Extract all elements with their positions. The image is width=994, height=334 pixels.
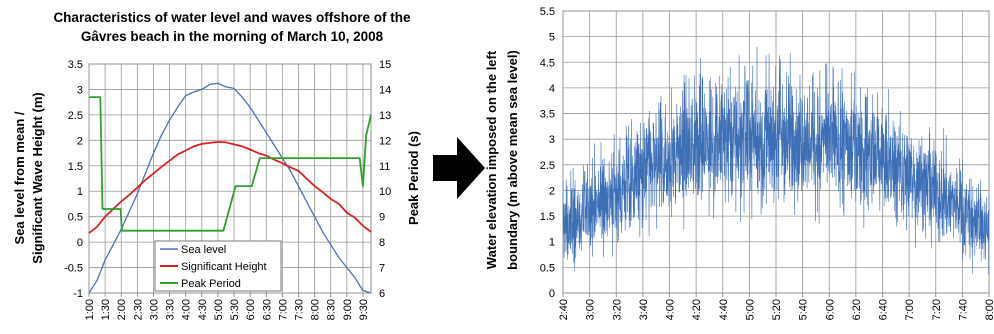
right-x-tick-label: 5:40 (798, 299, 810, 320)
left-x-tick-label: 4:30 (197, 299, 209, 320)
left-chart-title-line1: Characteristics of water level and waves… (53, 10, 411, 25)
left-y-tick-label: 3 (77, 84, 83, 96)
legend-label-peak-period: Peak Period (181, 278, 241, 290)
right-x-tick-label: 6:00 (824, 299, 836, 320)
right-chart: 0 0.5 1 1.5 2 2.5 3 3.5 4 4.5 5 5.5 2:40 3:00 3:20 3:4… (484, 6, 994, 320)
left-y-tick-label: 2 (77, 135, 83, 147)
right-x-tick-label: 5:20 (771, 299, 783, 320)
left-y2-tick-label: 11 (379, 161, 390, 173)
right-x-tick-label: 3:20 (611, 299, 623, 320)
right-series (562, 47, 990, 275)
legend-label-significant-height: Significant Height (181, 261, 267, 273)
left-x-tick-label: 1:00 (84, 299, 96, 320)
right-x-tick-label: 7:40 (957, 299, 969, 320)
series-line-peak-period (89, 96, 372, 232)
left-y-tick-label: -1 (73, 288, 83, 300)
left-x-tick-label: 6:30 (261, 299, 273, 320)
left-y-tick-label: 3.5 (68, 59, 83, 71)
left-y-axis-label-line2: Significant Wave Height (m) (30, 92, 45, 263)
left-y2-tick-label: 9 (379, 212, 385, 224)
left-y-axis-label-line1: Sea level from mean / (12, 111, 27, 244)
right-x-tick-label: 3:00 (585, 299, 597, 320)
right-y-tick-label: 3 (549, 134, 555, 146)
right-y-tick-label: 1 (549, 237, 555, 249)
right-y-tick-label: 2 (549, 185, 555, 197)
right-y-ticks: 0 0.5 1 1.5 2 2.5 3 3.5 4 4.5 5 5.5 (540, 6, 555, 300)
left-x-tick-label: 7:00 (277, 299, 289, 320)
right-arrow-icon (433, 137, 485, 199)
right-x-tick-label: 6:40 (878, 299, 890, 320)
series-line-sea-level (88, 82, 372, 294)
left-x-tick-label: 2:00 (116, 299, 128, 320)
legend-label-sea-level: Sea level (181, 244, 226, 256)
right-y-tick-label: 1.5 (540, 211, 555, 223)
right-y-tick-label: 4 (549, 83, 555, 95)
left-chart-title-line2: Gâvres beach in the morning of March 10,… (81, 29, 384, 44)
left-y-tick-label: 0.5 (68, 212, 83, 224)
right-x-tick-label: 6:20 (851, 299, 863, 320)
left-y2-tick-label: 7 (379, 263, 385, 275)
right-x-tick-label: 4:20 (691, 299, 703, 320)
left-y2-tick-label: 8 (379, 237, 385, 249)
left-chart: Characteristics of water level and waves… (12, 10, 421, 320)
left-y2-tick-label: 13 (379, 110, 391, 122)
left-x-tick-label: 8:00 (310, 299, 322, 320)
left-y-tick-label: 1 (77, 186, 83, 198)
right-x-tick-label: 7:20 (931, 299, 943, 320)
left-y2-tick-label: 14 (379, 84, 391, 96)
right-x-tick-label: 4:00 (665, 299, 677, 320)
series-water-elevation (562, 47, 990, 275)
right-y-axis-label-line1: Water elevation imposed on the left (484, 50, 499, 269)
left-y2-tick-label: 12 (379, 135, 391, 147)
right-y-tick-label: 0.5 (540, 262, 555, 274)
left-y-tick-label: -0.5 (64, 263, 83, 275)
left-y-tick-label: 0 (77, 237, 83, 249)
left-x-ticks: 1:00 1:30 2:00 2:30 3:00 3:30 4:00 4:30 5:00 5:30… (84, 299, 370, 320)
left-y2-ticks: 6 7 8 9 10 11 12 13 14 15 (379, 59, 391, 300)
left-x-tick-label: 2:30 (132, 299, 144, 320)
left-y-ticks: -1 -0.5 0 0.5 1 1.5 2 2.5 3 3.5 (64, 59, 83, 300)
right-x-tick-label: 5:00 (744, 299, 756, 320)
left-y-tick-label: 1.5 (68, 161, 83, 173)
left-legend: Sea level Significant Height Peak Period (154, 240, 282, 292)
left-y2-tick-label: 10 (379, 186, 391, 198)
right-y-tick-label: 3.5 (540, 109, 555, 121)
right-y-axis-label-line2: boundary (m above mean sea level) (505, 50, 520, 270)
left-x-tick-label: 5:30 (229, 299, 241, 320)
left-series (88, 82, 372, 294)
right-y-tick-label: 0 (549, 288, 555, 300)
left-x-tick-label: 9:00 (342, 299, 354, 320)
right-x-tick-label: 8:00 (984, 299, 994, 320)
left-x-tick-label: 5:00 (213, 299, 225, 320)
right-x-tick-label: 4:40 (718, 299, 730, 320)
right-y-tick-label: 2.5 (540, 160, 555, 172)
right-x-tick-label: 3:40 (638, 299, 650, 320)
left-y2-tick-label: 6 (379, 288, 385, 300)
right-y-tick-label: 5.5 (540, 6, 555, 18)
left-x-tick-label: 3:30 (165, 299, 177, 320)
left-x-tick-label: 1:30 (100, 299, 112, 320)
right-x-tick-label: 2:40 (558, 299, 570, 320)
left-y-tick-label: 2.5 (68, 110, 83, 122)
right-x-ticks: 2:40 3:00 3:20 3:40 4:00 4:20 4:40 5:00 5:20 5:40… (558, 299, 994, 320)
left-y2-axis-label: Peak Period (s) (406, 131, 421, 225)
left-x-tick-label: 8:30 (326, 299, 338, 320)
left-x-tick-label: 6:00 (245, 299, 257, 320)
series-line-significant-height (88, 141, 372, 234)
left-x-tick-label: 3:00 (148, 299, 160, 320)
left-x-tick-label: 7:30 (293, 299, 305, 320)
left-y2-tick-label: 15 (379, 59, 391, 71)
right-x-tick-label: 7:00 (904, 299, 916, 320)
right-y-tick-label: 5 (549, 32, 555, 44)
left-x-tick-label: 4:00 (181, 299, 193, 320)
left-x-tick-label: 9:30 (358, 299, 370, 320)
right-y-tick-label: 4.5 (540, 57, 555, 69)
